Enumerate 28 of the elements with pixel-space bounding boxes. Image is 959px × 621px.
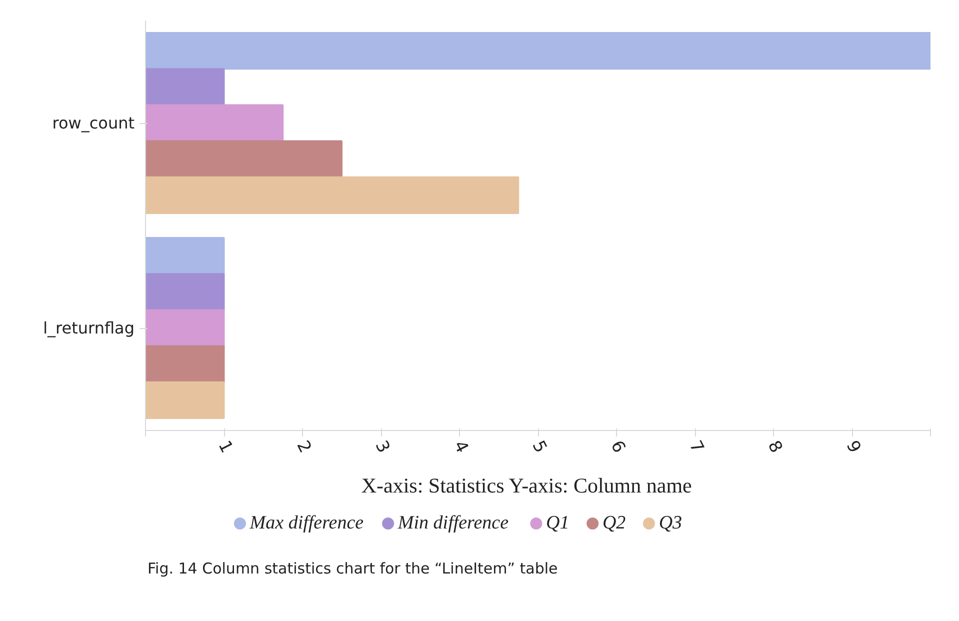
y-tick-label: l_returnflag [43,318,134,338]
legend-label: Max difference [248,512,364,534]
bar [146,104,284,142]
bar [146,273,225,311]
bar [146,237,225,275]
x-tick-label: 1 [214,438,236,456]
x-tick-label: 8 [763,438,786,456]
x-tick-label: 2 [292,438,315,456]
x-tick-label: 3 [370,438,394,456]
x-axis-title: X-axis: Statistics Y-axis: Column name [361,474,692,498]
legend-label: Q1 [546,512,570,534]
legend-label: Q3 [658,512,682,534]
x-tick-label: 9 [842,438,864,456]
bar [146,32,930,70]
legend-label: Min difference [396,512,509,534]
bar [146,68,225,106]
bar [146,176,520,214]
y-tick-label: row_count [52,114,135,132]
caption: Fig. 14 Column statistics chart for the “LineItem” table [148,560,558,578]
bar [146,309,225,347]
bar [146,345,225,383]
x-tick-label: 6 [606,438,629,456]
bar [146,140,342,178]
x-tick-label: 7 [684,438,708,456]
x-tick-label: 4 [449,438,472,456]
bar [146,381,225,419]
x-tick-label: 5 [528,438,550,456]
legend-label: Q2 [602,512,626,534]
